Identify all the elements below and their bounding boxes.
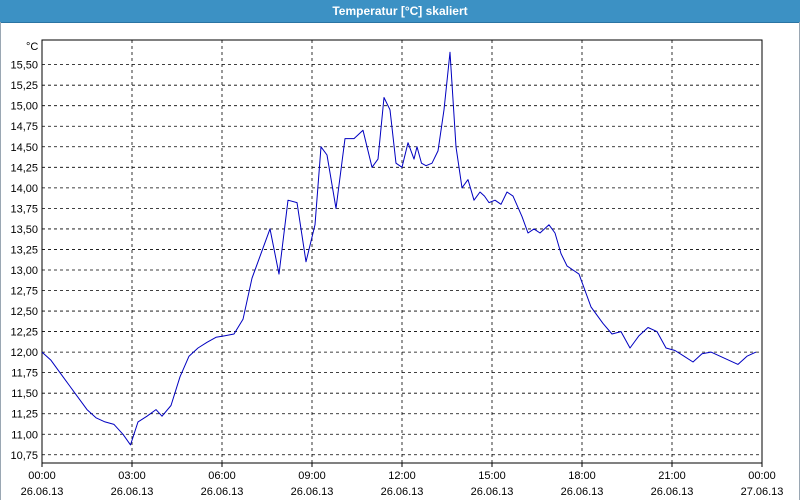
y-tick-label: 13,75 — [10, 203, 38, 215]
y-tick-label: 12,75 — [10, 286, 38, 298]
y-tick-label: 14,75 — [10, 121, 38, 133]
x-tick-date-label: 27.06.13 — [741, 486, 784, 498]
y-tick-label: 12,50 — [10, 306, 38, 318]
x-tick-time-label: 09:00 — [298, 470, 326, 482]
title-bar: Temperatur [°C] skaliert — [0, 0, 800, 23]
y-tick-label: 11,00 — [11, 429, 38, 441]
x-tick-date-label: 26.06.13 — [561, 486, 604, 498]
x-tick-time-label: 06:00 — [208, 470, 236, 482]
y-tick-label: 12,25 — [10, 327, 38, 339]
y-tick-label: 10,75 — [10, 450, 38, 462]
x-tick-time-label: 03:00 — [118, 470, 146, 482]
x-tick-date-label: 26.06.13 — [471, 486, 514, 498]
y-axis-unit-label: °C — [26, 41, 38, 53]
x-tick-date-label: 26.06.13 — [21, 486, 64, 498]
y-tick-label: 15,00 — [10, 101, 38, 113]
x-tick-time-label: 00:00 — [748, 470, 776, 482]
x-tick-time-label: 21:00 — [658, 470, 686, 482]
y-tick-label: 11,75 — [11, 368, 38, 380]
y-tick-label: 14,25 — [10, 162, 38, 174]
x-tick-date-label: 26.06.13 — [651, 486, 694, 498]
x-tick-date-label: 26.06.13 — [111, 486, 154, 498]
x-tick-time-label: 00:00 — [28, 470, 56, 482]
y-tick-label: 12,00 — [10, 347, 38, 359]
x-tick-time-label: 12:00 — [388, 470, 416, 482]
x-tick-date-label: 26.06.13 — [201, 486, 244, 498]
x-tick-date-label: 26.06.13 — [291, 486, 334, 498]
y-tick-label: 14,00 — [10, 183, 38, 195]
y-tick-label: 15,50 — [10, 60, 38, 72]
temperature-series-line — [41, 51, 757, 446]
window-border-left — [0, 22, 1, 500]
y-tick-label: 11,25 — [11, 409, 38, 421]
y-tick-label: 14,50 — [10, 142, 38, 154]
x-tick-date-label: 26.06.13 — [381, 486, 424, 498]
temperature-chart: 10,75 11,00 11,25 11,50 11,75 12,00 12,25 12,50… — [10, 39, 784, 498]
x-tick-time-label: 18:00 — [568, 470, 596, 482]
y-tick-label: 13,25 — [10, 244, 38, 256]
y-tick-label: 11,50 — [11, 388, 38, 400]
y-tick-label: 13,00 — [10, 265, 38, 277]
window-title: Temperatur [°C] skaliert — [332, 4, 468, 18]
plot-frame — [41, 39, 763, 464]
x-tick-time-label: 15:00 — [478, 470, 506, 482]
y-tick-label: 13,50 — [10, 224, 38, 236]
y-tick-label: 15,25 — [10, 80, 38, 92]
